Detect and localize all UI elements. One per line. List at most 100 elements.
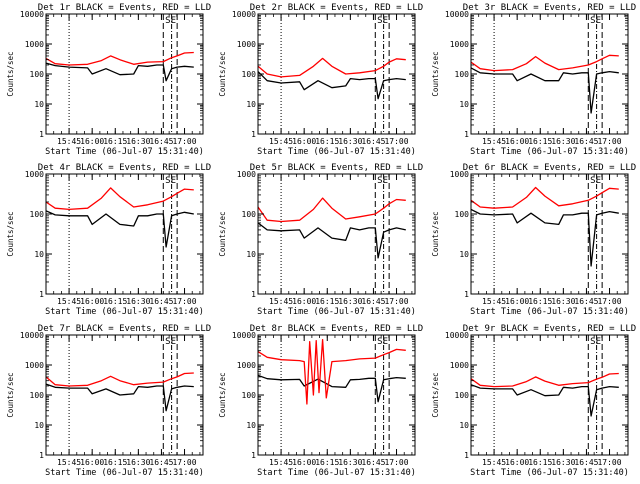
plot-frame (257, 173, 416, 295)
series-lld-line (257, 57, 406, 78)
y-tick-label: 10 (246, 250, 256, 259)
panel-1: Det 1r BLACK = Events, RED = LLD SE 1 10 100… (6, 3, 211, 157)
series-events-line (45, 62, 194, 82)
se-annotation: SE (377, 176, 388, 186)
x-tick-label: 17:00 (172, 137, 196, 146)
x-tick-label: 15:45 (269, 137, 293, 146)
y-tick-label: 100 (242, 391, 257, 400)
x-tick-label: 16:30 (338, 137, 362, 146)
se-annotation: SE (590, 337, 601, 347)
x-axis-label: Start Time (06-Jul-07 15:31:40) (257, 307, 416, 317)
x-tick-label: 16:45 (361, 137, 385, 146)
x-tick-label: 16:30 (338, 297, 362, 306)
y-tick-label: 10000 (232, 10, 256, 19)
series-events-line (257, 222, 406, 259)
x-tick-label: 16:00 (292, 137, 316, 146)
y-tick-label: 100 (30, 70, 45, 79)
x-tick-label: 16:45 (361, 297, 385, 306)
x-tick-label: 17:00 (172, 297, 196, 306)
series-lld-line (470, 372, 619, 388)
panel-title: Det 1r BLACK = Events, RED = LLD (38, 3, 211, 13)
series-lld-line (45, 187, 194, 211)
x-axis-label: Start Time (06-Jul-07 15:31:40) (257, 147, 416, 157)
x-tick-label: 17:00 (597, 458, 621, 467)
series-lld-line (470, 54, 619, 72)
x-tick-label: 16:15 (315, 458, 339, 467)
x-tick-label: 16:45 (574, 458, 598, 467)
panel-title: Det 6r BLACK = Events, RED = LLD (463, 163, 636, 173)
y-tick-label: 1000 (237, 40, 256, 49)
series-lld-line (45, 51, 194, 66)
series-lld-line (257, 338, 406, 405)
x-tick-label: 16:15 (103, 458, 127, 467)
x-tick-label: 16:00 (505, 297, 529, 306)
x-axis-label: Start Time (06-Jul-07 15:31:40) (45, 307, 204, 317)
x-tick-label: 16:15 (103, 297, 127, 306)
panel-7: Det 7r BLACK = Events, RED = LLD SE 1 10 100… (6, 324, 211, 478)
y-axis-label: Counts/sec (6, 372, 15, 417)
panel-6: Det 6r BLACK = Events, RED = LLD SE 1 10 100… (431, 163, 636, 317)
x-tick-label: 15:45 (269, 458, 293, 467)
y-tick-label: 10000 (445, 331, 469, 340)
x-tick-label: 16:00 (80, 458, 104, 467)
y-tick-label: 10 (246, 421, 256, 430)
x-tick-label: 16:15 (315, 297, 339, 306)
y-tick-label: 10 (459, 100, 469, 109)
x-tick-label: 15:45 (482, 458, 506, 467)
panel-4: Det 4r BLACK = Events, RED = LLD SE 1 10 100… (6, 163, 211, 317)
se-annotation: SE (377, 16, 388, 26)
x-axis-label: Start Time (06-Jul-07 15:31:40) (257, 468, 416, 478)
x-tick-label: 16:45 (574, 137, 598, 146)
x-axis-label: Start Time (06-Jul-07 15:31:40) (470, 468, 629, 478)
series-events-line (470, 67, 619, 114)
x-tick-label: 16:30 (551, 458, 575, 467)
y-tick-label: 1 (39, 290, 44, 299)
x-axis-label: Start Time (06-Jul-07 15:31:40) (45, 468, 204, 478)
x-axis-label: Start Time (06-Jul-07 15:31:40) (470, 147, 629, 157)
y-tick-label: 10 (34, 100, 44, 109)
x-tick-label: 17:00 (597, 297, 621, 306)
series-events-line (45, 383, 194, 412)
x-tick-label: 15:45 (269, 297, 293, 306)
series-lld-line (470, 186, 619, 209)
y-axis-label: Counts/sec (6, 211, 15, 256)
y-axis-label: Counts/sec (431, 211, 440, 256)
y-tick-label: 1 (251, 130, 256, 139)
x-tick-label: 16:00 (80, 137, 104, 146)
y-tick-label: 10000 (445, 10, 469, 19)
y-tick-label: 10 (34, 421, 44, 430)
panel-title: Det 7r BLACK = Events, RED = LLD (38, 324, 211, 334)
y-tick-label: 100 (30, 391, 45, 400)
series-events-line (257, 71, 406, 100)
y-tick-label: 1000 (450, 361, 469, 370)
plot-frame (470, 173, 629, 295)
x-tick-label: 16:00 (505, 458, 529, 467)
panel-title: Det 3r BLACK = Events, RED = LLD (463, 3, 636, 13)
y-tick-label: 1 (39, 451, 44, 460)
x-tick-label: 16:15 (315, 137, 339, 146)
se-annotation: SE (590, 16, 601, 26)
y-tick-label: 10 (34, 250, 44, 259)
series-lld-line (257, 197, 406, 223)
series-events-line (257, 374, 406, 403)
y-axis-label: Counts/sec (218, 211, 227, 256)
y-axis-label: Counts/sec (6, 51, 15, 96)
x-tick-label: 16:30 (126, 137, 150, 146)
x-tick-label: 16:30 (338, 458, 362, 467)
x-tick-label: 16:45 (149, 297, 173, 306)
x-tick-label: 16:15 (528, 297, 552, 306)
se-annotation: SE (377, 337, 388, 347)
x-tick-label: 16:00 (80, 297, 104, 306)
x-tick-label: 16:15 (528, 458, 552, 467)
x-axis-label: Start Time (06-Jul-07 15:31:40) (470, 307, 629, 317)
x-axis-label: Start Time (06-Jul-07 15:31:40) (45, 147, 204, 157)
panel-title: Det 9r BLACK = Events, RED = LLD (463, 324, 636, 334)
y-tick-label: 100 (455, 70, 470, 79)
y-tick-label: 1 (251, 451, 256, 460)
y-tick-label: 10000 (20, 10, 44, 19)
y-tick-label: 1000 (450, 40, 469, 49)
x-tick-label: 15:45 (57, 137, 81, 146)
y-tick-label: 1000 (450, 170, 469, 179)
y-axis-label: Counts/sec (431, 372, 440, 417)
panel-title: Det 8r BLACK = Events, RED = LLD (250, 324, 423, 334)
